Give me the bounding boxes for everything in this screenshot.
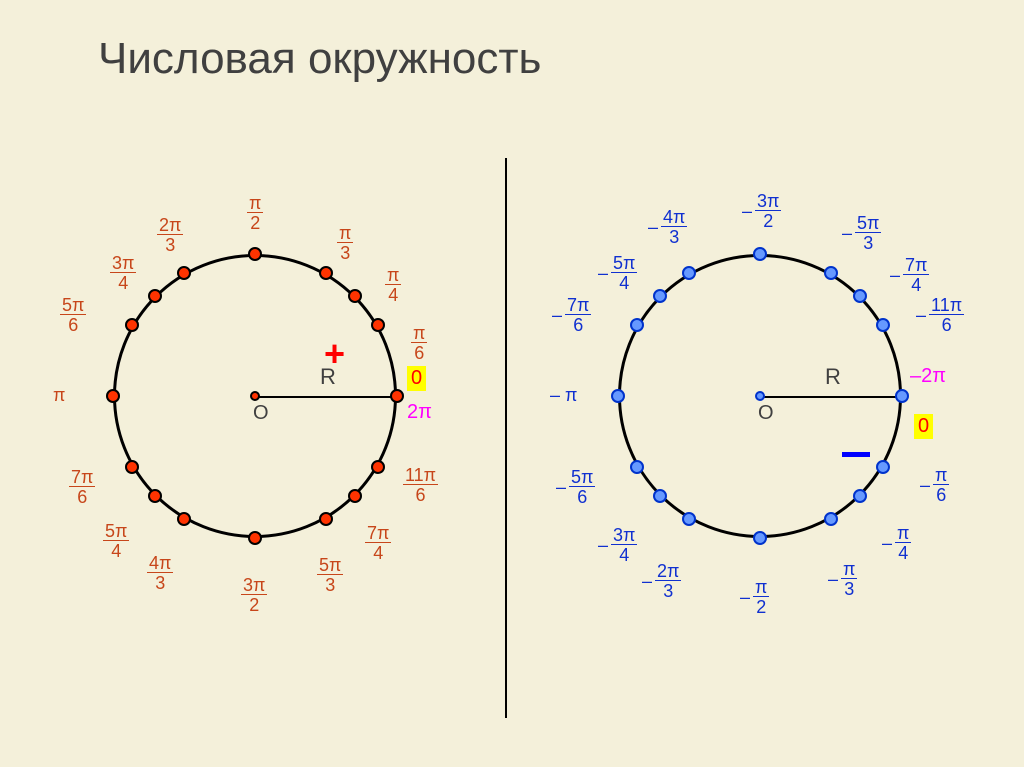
left-angle-label: π4 <box>385 266 401 304</box>
left-dot <box>319 512 333 526</box>
right-dot <box>753 531 767 545</box>
right-angle-label: –5π4 <box>598 254 637 292</box>
right-angle-label: –7π6 <box>552 296 591 334</box>
right-dot <box>824 266 838 280</box>
right-angle-label: –π4 <box>882 524 911 562</box>
right-angle-label: –π3 <box>828 560 857 598</box>
right-angle-label: –5π6 <box>556 468 595 506</box>
right-angle-label: –π6 <box>920 466 949 504</box>
left-angle-label: π6 <box>411 324 427 362</box>
right-dot <box>853 289 867 303</box>
right-dot <box>895 389 909 403</box>
right-dot <box>824 512 838 526</box>
left-dot <box>125 318 139 332</box>
right-arrow <box>0 0 1024 767</box>
right-angle-label: – π <box>550 386 577 404</box>
right-dot <box>653 289 667 303</box>
left-dot <box>248 531 262 545</box>
left-dot <box>148 289 162 303</box>
left-dot <box>371 318 385 332</box>
left-angle-label: 5π3 <box>317 556 343 594</box>
left-angle-label: 7π6 <box>69 468 95 506</box>
right-angle-label: –4π3 <box>648 208 687 246</box>
left-angle-label: 5π4 <box>103 522 129 560</box>
right-center-dot <box>755 391 765 401</box>
right-dot <box>630 318 644 332</box>
right-angle-label: –5π3 <box>842 214 881 252</box>
left-angle-label: π3 <box>337 224 353 262</box>
left-dot <box>177 512 191 526</box>
left-dot <box>148 489 162 503</box>
right-dot <box>876 460 890 474</box>
left-angle-label: 3π2 <box>241 576 267 614</box>
left-angle-label: 4π3 <box>147 554 173 592</box>
right-angle-label: –π2 <box>740 578 769 616</box>
right-dot <box>611 389 625 403</box>
right-angle-label: –2π3 <box>642 562 681 600</box>
right-angle-label: –3π2 <box>742 192 781 230</box>
right-dot <box>876 318 890 332</box>
right-dot <box>630 460 644 474</box>
left-angle-label: 5π6 <box>60 296 86 334</box>
right-angle-label: –11π6 <box>916 296 964 334</box>
right-minus-sign <box>842 452 870 457</box>
left-dot <box>177 266 191 280</box>
left-angle-label: π2 <box>247 194 263 232</box>
left-dot <box>371 460 385 474</box>
right-dot <box>653 489 667 503</box>
left-dot <box>106 389 120 403</box>
left-dot <box>390 389 404 403</box>
right-dot <box>753 247 767 261</box>
left-dot <box>319 266 333 280</box>
left-dot <box>248 247 262 261</box>
left-dot <box>348 289 362 303</box>
left-angle-label: 2π3 <box>157 216 183 254</box>
right-angle-label: –7π4 <box>890 256 929 294</box>
left-angle-label: 7π4 <box>365 524 391 562</box>
left-center-dot <box>250 391 260 401</box>
right-dot <box>682 512 696 526</box>
right-dot <box>682 266 696 280</box>
left-angle-label: 11π6 <box>403 466 438 504</box>
left-angle-label: 3π4 <box>110 254 136 292</box>
left-dot <box>125 460 139 474</box>
right-angle-label: –3π4 <box>598 526 637 564</box>
left-angle-label: π <box>53 386 65 404</box>
